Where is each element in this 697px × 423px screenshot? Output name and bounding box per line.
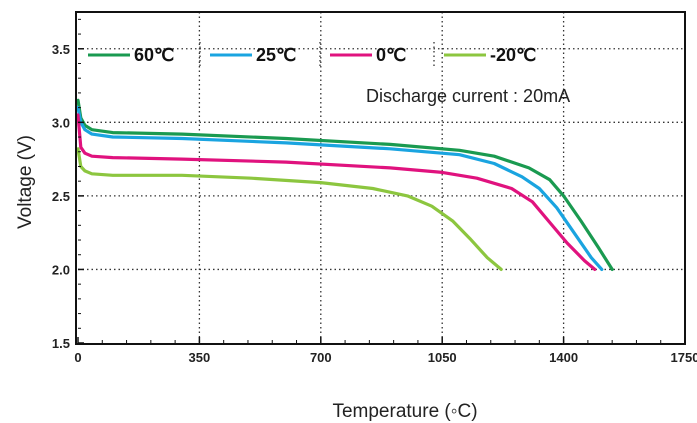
series-line	[76, 113, 597, 271]
y-axis-title: Voltage (V)	[15, 135, 36, 229]
y-tick-label: 3.5	[52, 42, 70, 57]
series-line	[76, 147, 503, 271]
ticks: 0 350 700 1050 1400 1750 1.5 2.0 2.5 3.0 3.5	[52, 18, 697, 365]
series-lines	[76, 98, 614, 271]
x-tick-label: 350	[189, 350, 211, 365]
legend-label: -20℃	[490, 45, 536, 65]
y-tick-label: 2.0	[52, 262, 70, 277]
y-tick-label: 1.5	[52, 336, 70, 351]
y-tick-label: 2.5	[52, 189, 70, 204]
x-tick-label: 700	[310, 350, 332, 365]
legend-label: 60℃	[134, 45, 174, 65]
legend-label: 25℃	[256, 45, 296, 65]
x-tick-label: 1050	[428, 350, 457, 365]
x-tick-label: 1750	[671, 350, 697, 365]
plot-frame	[75, 11, 686, 345]
annotation-text: Discharge current : 20mA	[366, 86, 570, 106]
x-tick-label: 1400	[549, 350, 578, 365]
x-axis-title: Temperature (◦C)	[332, 401, 477, 422]
legend: 60℃ 25℃ 0℃ -20℃	[88, 42, 536, 68]
x-tick-label: 0	[74, 350, 81, 365]
legend-label: 0℃	[376, 45, 406, 65]
y-tick-label: 3.0	[52, 115, 70, 130]
series-line	[76, 106, 604, 271]
series-line	[76, 98, 614, 271]
